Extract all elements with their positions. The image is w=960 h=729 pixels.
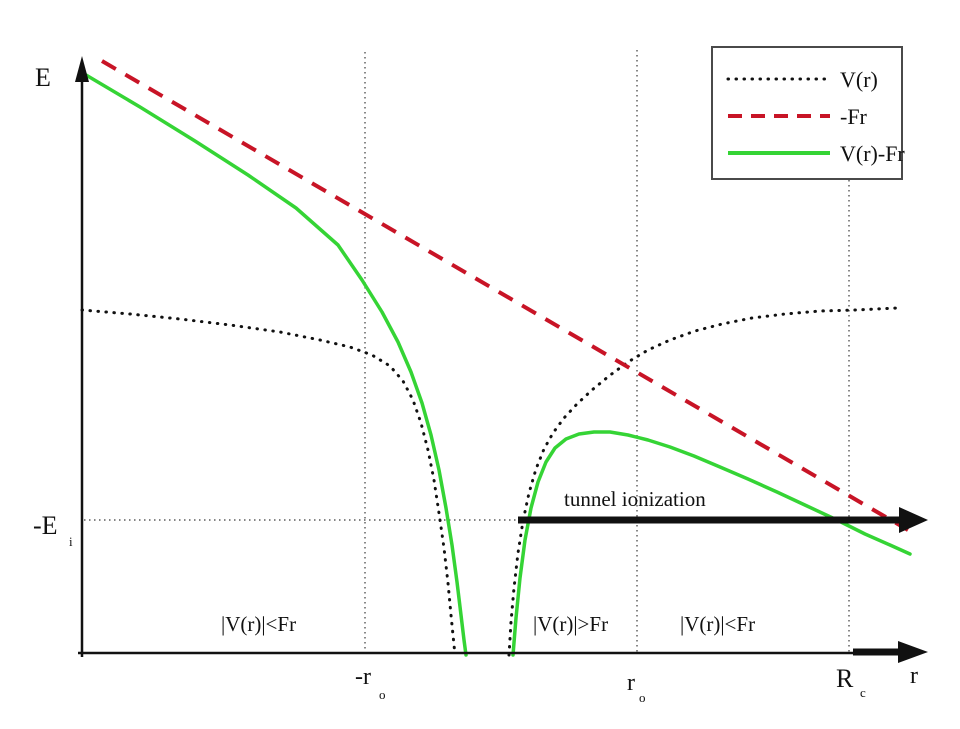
tick-rc: R <box>836 664 854 693</box>
curve-v-minus-fr-right <box>511 430 912 657</box>
legend: V(r) -Fr V(r)-Fr <box>711 46 905 180</box>
region-label-left: |V(r)|<Fr <box>221 612 296 636</box>
x-axis-label: r <box>910 663 918 689</box>
tunnel-arrowhead-icon <box>899 507 928 533</box>
legend-label-vr-fr: V(r)-Fr <box>840 141 905 166</box>
x-axis-arrowhead-icon <box>898 641 928 663</box>
ionization-energy-label: -E <box>33 511 58 540</box>
y-axis <box>75 56 89 657</box>
curve-v-minus-fr-left <box>84 73 468 657</box>
tick-neg-r0-subscript: o <box>379 687 386 702</box>
legend-label-fr: -Fr <box>840 104 868 129</box>
ionization-energy-subscript: i <box>69 534 73 549</box>
tick-r0-subscript: o <box>639 690 646 705</box>
tick-rc-subscript: c <box>860 685 866 700</box>
x-axis <box>78 641 928 663</box>
tick-neg-r0: -r <box>355 664 371 690</box>
curve-v-of-r-left <box>80 308 457 657</box>
tick-r0: r <box>627 670 635 696</box>
tunnel-ionization-arrow <box>518 507 928 533</box>
region-label-middle: |V(r)|>Fr <box>533 612 608 636</box>
y-axis-label: E <box>35 63 51 92</box>
legend-label-vr: V(r) <box>840 67 878 92</box>
region-label-right: |V(r)|<Fr <box>680 612 755 636</box>
y-axis-arrowhead-icon <box>75 56 89 82</box>
tunnel-ionization-label: tunnel ionization <box>564 487 706 511</box>
curves <box>80 59 912 657</box>
curve-minus-fr <box>100 59 910 532</box>
curve-v-of-r-right <box>507 306 899 657</box>
